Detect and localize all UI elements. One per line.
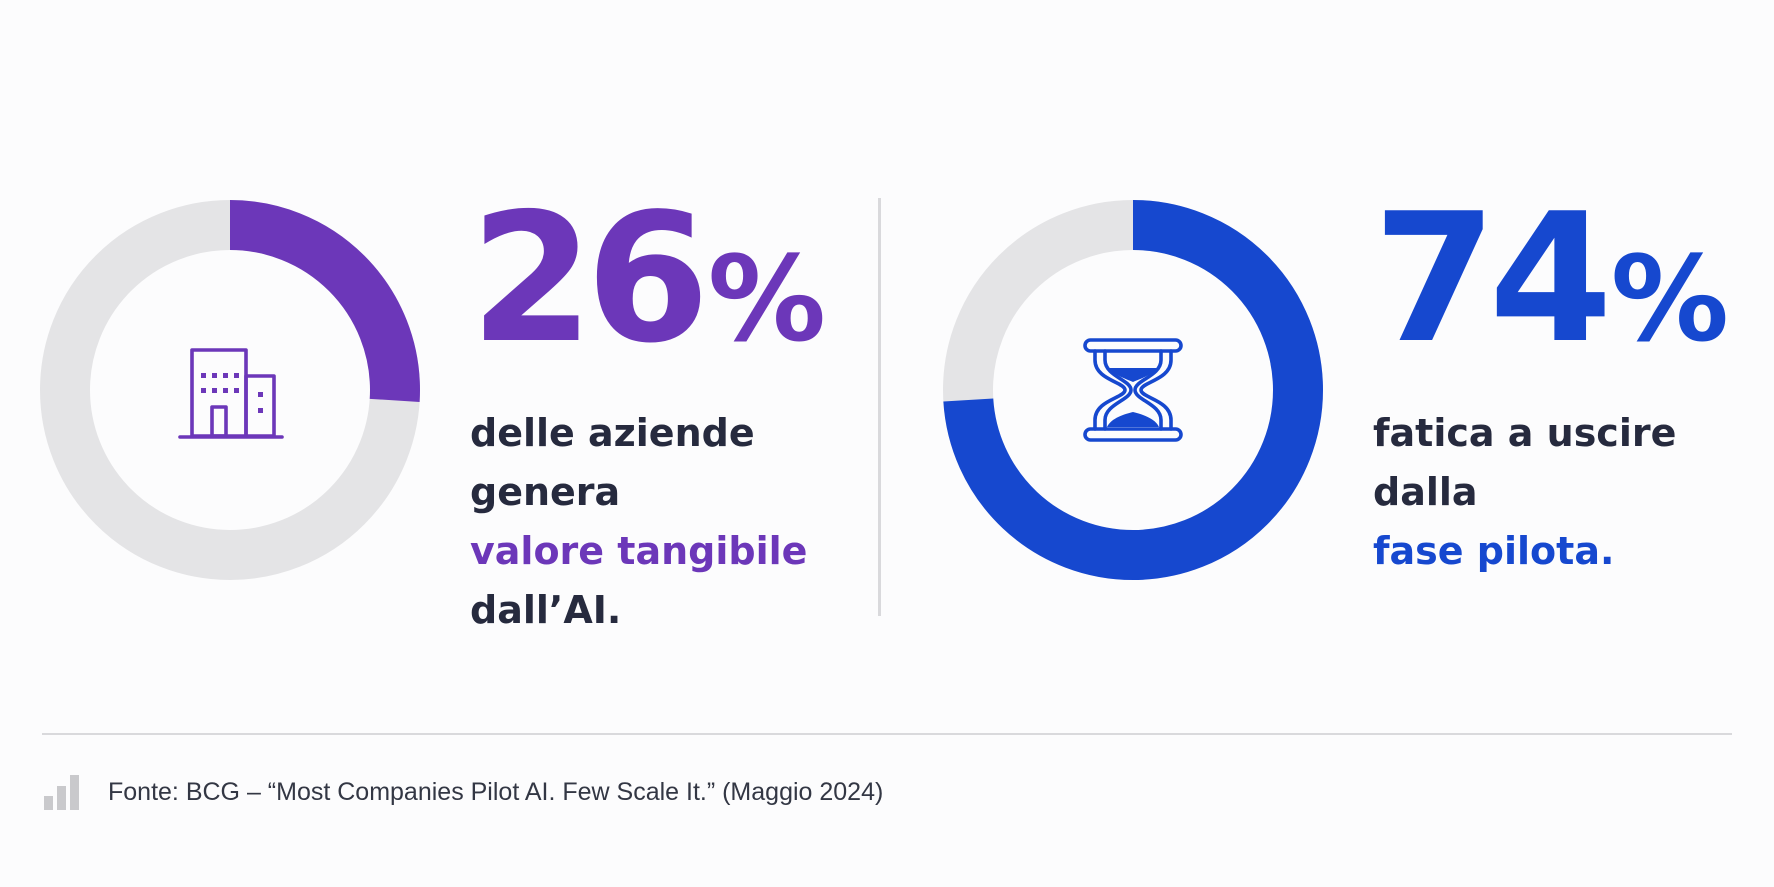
percent-sign: % — [707, 230, 826, 368]
stat-pilot-phase: 74% fatica a uscire dalla fase pilota. — [903, 0, 1774, 700]
hourglass-icon — [1073, 330, 1193, 450]
percentage-number: 26 — [470, 175, 710, 382]
percent-sign: % — [1610, 230, 1729, 368]
source-text: Fonte: BCG – “Most Companies Pilot AI. F… — [108, 777, 884, 806]
big-percentage: 74% — [1373, 190, 1729, 368]
stat-value-tangible: 26% delle aziende genera valore tangibil… — [0, 0, 887, 700]
donut-chart — [943, 200, 1323, 580]
stat-description: delle aziende genera valore tangibile da… — [470, 404, 807, 640]
horizontal-divider — [42, 733, 1732, 735]
description-line-highlight: fase pilota. — [1373, 529, 1615, 573]
description-line: dalla — [1373, 470, 1478, 514]
donut-value-arc — [943, 200, 1323, 580]
vertical-divider — [878, 198, 881, 616]
donut-value-arc — [40, 200, 420, 580]
donut-svg — [40, 200, 420, 580]
bar-chart-icon — [42, 772, 82, 812]
source-note: Fonte: BCG – “Most Companies Pilot AI. F… — [42, 770, 883, 814]
donut-chart — [40, 200, 420, 580]
description-line: delle aziende — [470, 411, 755, 455]
percentage-number: 74 — [1373, 175, 1613, 382]
big-percentage: 26% — [470, 190, 826, 368]
description-line: dall’AI. — [470, 588, 622, 632]
description-line: fatica a uscire — [1373, 411, 1677, 455]
description-line: genera — [470, 470, 621, 514]
donut-svg — [943, 200, 1323, 580]
description-line-highlight: valore tangibile — [470, 529, 808, 573]
office-building-icon — [170, 330, 290, 450]
stat-description: fatica a uscire dalla fase pilota. — [1373, 404, 1676, 581]
